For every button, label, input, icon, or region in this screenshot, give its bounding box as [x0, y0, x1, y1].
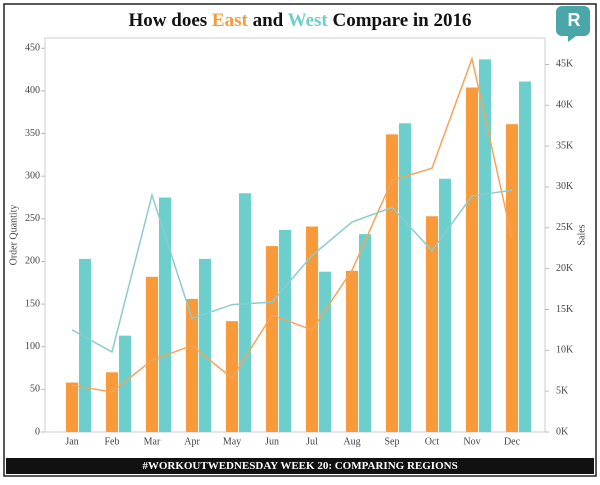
- bar: [479, 59, 491, 432]
- bar: [519, 81, 531, 433]
- title-east: East: [212, 10, 249, 31]
- frame: [3, 3, 597, 477]
- bar: [466, 87, 478, 432]
- y-tick-label: 150: [25, 298, 40, 309]
- x-tick-label: May: [223, 436, 241, 447]
- x-tick-label: Sep: [385, 436, 400, 447]
- footer-text: #WORKOUTWEDNESDAY WEEK 20: COMPARING REG…: [142, 460, 457, 472]
- title-west: West: [288, 10, 329, 31]
- x-tick-label: Feb: [105, 436, 120, 447]
- y2-tick-label: 20K: [556, 263, 574, 274]
- title-part: How does: [129, 10, 208, 31]
- title-part: and: [253, 10, 284, 31]
- x-tick-label: Oct: [425, 436, 440, 447]
- y2-axis-title: Sales: [576, 224, 587, 245]
- x-tick-label: Aug: [343, 436, 360, 447]
- title-part: Compare in 2016: [333, 10, 472, 31]
- logo: R: [556, 6, 590, 42]
- y2-tick-label: 15K: [556, 304, 574, 315]
- y-tick-label: 400: [25, 85, 40, 96]
- bar: [346, 270, 358, 432]
- bar: [266, 246, 278, 432]
- y-tick-label: 200: [25, 256, 40, 267]
- bar: [199, 258, 211, 432]
- bar: [426, 216, 438, 432]
- y-tick-label: 350: [25, 128, 40, 139]
- y-tick-label: 50: [30, 384, 40, 395]
- x-tick-label: Nov: [463, 436, 480, 447]
- bar: [66, 382, 78, 432]
- y2-tick-label: 40K: [556, 100, 574, 111]
- bar: [319, 271, 331, 432]
- bar: [239, 193, 251, 432]
- logo-text: R: [568, 10, 581, 30]
- sales-line: [71, 189, 513, 354]
- bar: [79, 258, 91, 432]
- x-tick-label: Apr: [184, 436, 200, 447]
- y2-tick-label: 45K: [556, 59, 574, 70]
- y2-tick-label: 30K: [556, 181, 574, 192]
- sales-line: [71, 56, 513, 393]
- x-tick-label: Jun: [265, 436, 279, 447]
- y2-tick-label: 0K: [556, 426, 569, 437]
- bar: [119, 335, 131, 432]
- bar: [279, 229, 291, 432]
- chart-title: How does East and West Compare in 2016: [129, 10, 472, 31]
- bar: [399, 123, 411, 433]
- y-axis-title: Order Quantity: [8, 205, 19, 266]
- footer-bar: [6, 458, 594, 474]
- x-tick-label: Mar: [144, 436, 161, 447]
- y2-tick-label: 5K: [556, 385, 569, 396]
- x-tick-label: Jul: [306, 436, 318, 447]
- bar: [146, 276, 158, 432]
- x-tick-label: Dec: [504, 436, 521, 447]
- plot-frame: [44, 37, 546, 433]
- bar: [226, 321, 238, 432]
- bar: [359, 234, 371, 432]
- bar: [106, 372, 118, 432]
- y-tick-label: 450: [25, 43, 40, 54]
- logo-shape: [556, 6, 590, 42]
- y2-tick-label: 10K: [556, 345, 574, 356]
- y-tick-label: 250: [25, 213, 40, 224]
- y-tick-label: 0: [35, 426, 40, 437]
- x-tick-label: Jan: [65, 436, 78, 447]
- y-tick-label: 100: [25, 341, 40, 352]
- bar: [439, 178, 451, 432]
- y-tick-label: 300: [25, 170, 40, 181]
- bar: [506, 124, 518, 433]
- bar: [186, 298, 198, 432]
- y2-tick-label: 25K: [556, 222, 574, 233]
- y2-tick-label: 35K: [556, 140, 574, 151]
- bar: [159, 197, 171, 432]
